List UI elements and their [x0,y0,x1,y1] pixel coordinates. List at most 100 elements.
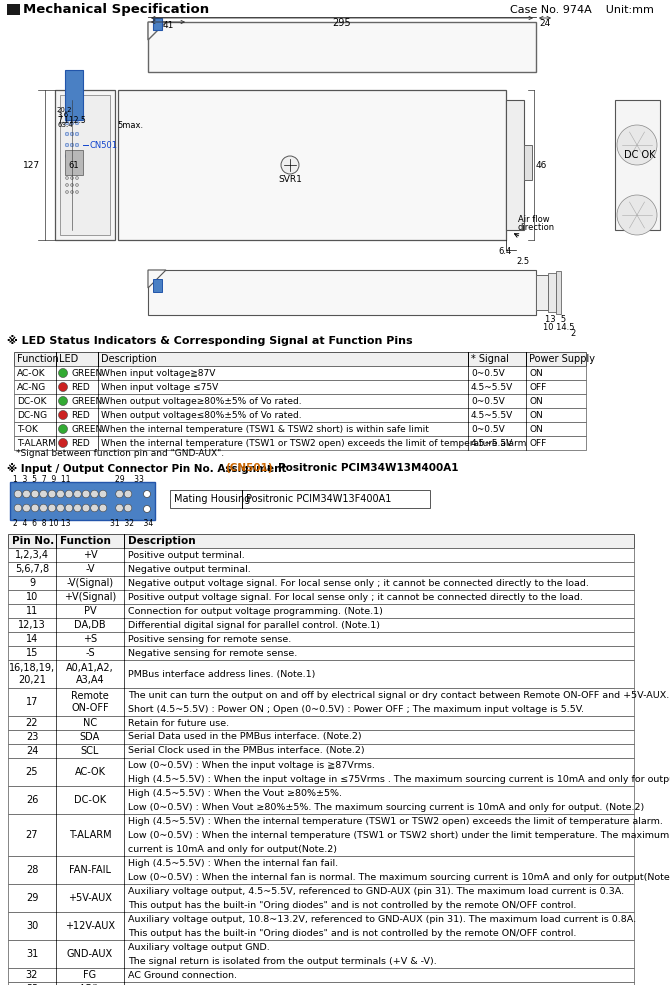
Circle shape [65,143,69,147]
Bar [148,22,536,72]
Bar [8,856,634,884]
Bar [8,814,634,856]
Text: 12,13: 12,13 [18,620,46,630]
Text: OFF: OFF [529,382,546,391]
Text: 31: 31 [26,949,38,959]
Bar [8,604,634,618]
Text: -V(Signal): -V(Signal) [66,578,113,588]
Circle shape [70,183,74,186]
Bar [65,70,83,120]
Text: 20.2: 20.2 [57,107,72,113]
Text: Low (0~0.5V) : When Vout ≥80%±5%. The maximum sourcing current is 10mA and only : Low (0~0.5V) : When Vout ≥80%±5%. The ma… [128,803,645,812]
Text: High (4.5~5.5V) : When the input voltage in ≤75Vrms . The maximum sourcing curre: High (4.5~5.5V) : When the input voltage… [128,774,670,783]
Text: 28: 28 [26,865,38,875]
Circle shape [57,491,64,497]
Circle shape [70,190,74,193]
Circle shape [617,125,657,165]
Text: -S: -S [85,648,95,658]
Circle shape [90,491,98,497]
Bar [8,548,634,562]
Text: LED: LED [59,354,78,364]
Text: 9: 9 [29,578,35,588]
Text: -V: -V [85,564,94,574]
Text: RED: RED [71,382,90,391]
Bar [524,145,532,180]
Text: Description: Description [128,536,196,546]
Text: OFF: OFF [529,438,546,447]
Text: Low (0~0.5V) : When the input voltage is ≧87Vrms.: Low (0~0.5V) : When the input voltage is… [128,760,375,769]
Text: 23: 23 [26,732,38,742]
Text: The signal return is isolated from the output terminals (+V & -V).: The signal return is isolated from the o… [128,956,437,965]
Bar [8,660,634,688]
Text: 4.5~5.5V: 4.5~5.5V [471,411,513,420]
Text: GND-AUX: GND-AUX [67,949,113,959]
Circle shape [58,368,68,377]
Text: When input voltage≧87V: When input voltage≧87V [101,368,215,377]
Circle shape [82,504,90,512]
Text: DC OK: DC OK [624,150,656,160]
Circle shape [99,504,107,512]
Circle shape [74,491,81,497]
Text: 26: 26 [26,795,38,805]
Circle shape [65,121,69,125]
Text: 31  32    34: 31 32 34 [110,519,153,529]
Circle shape [65,504,73,512]
Circle shape [48,504,56,512]
Text: DC-NG: DC-NG [17,411,47,420]
Circle shape [75,155,79,158]
Text: AC-OK: AC-OK [17,368,46,377]
Circle shape [70,132,74,136]
Text: Auxiliary voltage output, 4.5~5.5V, referenced to GND-AUX (pin 31). The maximum : Auxiliary voltage output, 4.5~5.5V, refe… [128,886,624,895]
Bar [8,534,634,548]
Circle shape [70,143,74,147]
Bar [14,380,586,394]
Text: (CN501): (CN501) [225,463,273,473]
Text: 0~0.5V: 0~0.5V [471,368,505,377]
Circle shape [116,504,123,512]
Bar [548,273,556,312]
Circle shape [75,121,79,125]
Text: GREEN: GREEN [71,368,103,377]
Text: 24: 24 [539,19,551,28]
Text: Differential digital signal for parallel control. (Note.1): Differential digital signal for parallel… [128,621,380,629]
Text: 5,6,7,8: 5,6,7,8 [15,564,49,574]
Bar [60,95,110,235]
Text: Mating Housing: Mating Housing [174,494,251,504]
Bar [8,884,634,912]
Bar [153,18,162,30]
Text: 16,18,19,
20,21: 16,18,19, 20,21 [9,663,55,685]
Text: AC-NG: AC-NG [17,382,46,391]
Text: When input voltage ≤75V: When input voltage ≤75V [101,382,218,391]
Text: Mechanical Specification: Mechanical Specification [23,4,209,17]
Text: PMBus interface address lines. (Note.1): PMBus interface address lines. (Note.1) [128,670,316,679]
Circle shape [124,504,132,512]
Circle shape [31,504,39,512]
Circle shape [65,491,73,497]
Polygon shape [148,270,166,288]
Text: Negative sensing for remote sense.: Negative sensing for remote sense. [128,648,297,658]
Text: T-ALARM: T-ALARM [69,830,111,840]
Text: DC-OK: DC-OK [17,397,46,406]
Bar [8,758,634,786]
Text: CN501: CN501 [90,141,118,150]
Text: 22: 22 [25,718,38,728]
Text: Description: Description [101,354,157,364]
Text: Case No. 974A    Unit:mm: Case No. 974A Unit:mm [510,5,654,15]
Text: 7,112.5: 7,112.5 [57,115,86,124]
Bar [8,982,634,985]
Text: *Signal between function pin and "GND-AUX".: *Signal between function pin and "GND-AU… [16,449,224,458]
Text: +12V-AUX: +12V-AUX [65,921,115,931]
Circle shape [40,491,48,497]
Text: 0~0.5V: 0~0.5V [471,425,505,433]
Circle shape [116,491,123,497]
Text: 2: 2 [570,329,576,338]
Text: T-ALARM: T-ALARM [17,438,56,447]
Circle shape [66,176,68,179]
Text: Auxiliary voltage output GND.: Auxiliary voltage output GND. [128,943,270,952]
Text: 41: 41 [162,22,174,31]
Bar [536,918,548,958]
Circle shape [76,183,78,186]
Bar [7,4,20,15]
Text: 15: 15 [26,648,38,658]
Text: Function: Function [17,354,59,364]
